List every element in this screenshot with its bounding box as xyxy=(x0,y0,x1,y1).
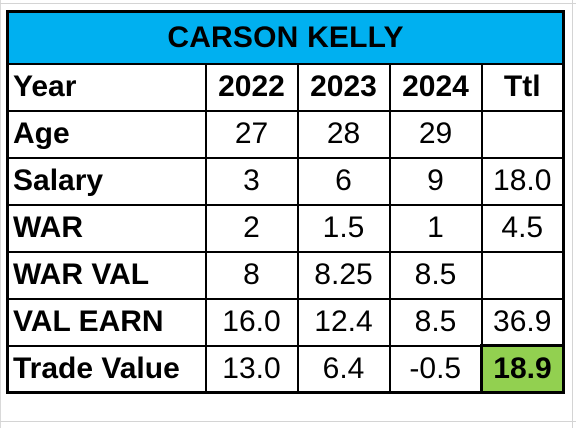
sheet-gridline-right xyxy=(572,0,573,428)
row-label-cell[interactable]: Salary xyxy=(6,156,207,206)
player-name-cell[interactable]: CARSON KELLY xyxy=(6,10,565,65)
value-cell[interactable]: 13.0 xyxy=(204,344,299,394)
total-cell[interactable]: 4.5 xyxy=(480,203,565,253)
value-cell[interactable]: 1.5 xyxy=(296,203,391,253)
table-row-war-val: WAR VAL 8 8.25 8.5 xyxy=(6,250,565,300)
year-2022-cell[interactable]: 2022 xyxy=(204,62,299,112)
value-cell[interactable]: 3 xyxy=(204,156,299,206)
table-row-trade-value: Trade Value 13.0 6.4 -0.5 18.9 xyxy=(6,344,565,394)
year-label-cell[interactable]: Year xyxy=(6,62,207,112)
row-label-cell[interactable]: WAR VAL xyxy=(6,250,207,300)
sheet-gridline-top xyxy=(0,3,576,4)
value-cell[interactable]: 16.0 xyxy=(204,297,299,347)
value-cell[interactable]: 28 xyxy=(296,109,391,159)
table-row-salary: Salary 3 6 9 18.0 xyxy=(6,156,565,206)
row-label-cell[interactable]: Age xyxy=(6,109,207,159)
value-cell[interactable]: 6 xyxy=(296,156,391,206)
value-cell[interactable]: 1 xyxy=(388,203,483,253)
value-cell[interactable]: 9 xyxy=(388,156,483,206)
table-row-war: WAR 2 1.5 1 4.5 xyxy=(6,203,565,253)
value-cell[interactable]: 12.4 xyxy=(296,297,391,347)
value-cell[interactable]: 2 xyxy=(204,203,299,253)
year-2023-cell[interactable]: 2023 xyxy=(296,62,391,112)
total-cell[interactable]: 18.0 xyxy=(480,156,565,206)
sheet-gridline-bottom xyxy=(0,421,576,422)
total-cell[interactable] xyxy=(480,250,565,300)
value-cell[interactable]: 27 xyxy=(204,109,299,159)
row-label-cell[interactable]: Trade Value xyxy=(6,344,207,394)
trade-value-total-cell[interactable]: 18.9 xyxy=(480,344,565,394)
value-cell[interactable]: 8.25 xyxy=(296,250,391,300)
title-row: CARSON KELLY xyxy=(6,10,565,65)
value-cell[interactable]: -0.5 xyxy=(388,344,483,394)
value-cell[interactable]: 8 xyxy=(204,250,299,300)
value-cell[interactable]: 8.5 xyxy=(388,297,483,347)
year-header-row: Year 2022 2023 2024 Ttl xyxy=(6,62,565,112)
total-cell[interactable]: 36.9 xyxy=(480,297,565,347)
table-row-val-earn: VAL EARN 16.0 12.4 8.5 36.9 xyxy=(6,297,565,347)
value-cell[interactable]: 6.4 xyxy=(296,344,391,394)
table-row-age: Age 27 28 29 xyxy=(6,109,565,159)
row-label-cell[interactable]: VAL EARN xyxy=(6,297,207,347)
player-value-table: CARSON KELLY Year 2022 2023 2024 Ttl Age… xyxy=(6,10,565,394)
year-2024-cell[interactable]: 2024 xyxy=(388,62,483,112)
total-cell[interactable] xyxy=(480,109,565,159)
total-header-cell[interactable]: Ttl xyxy=(480,62,565,112)
value-cell[interactable]: 8.5 xyxy=(388,250,483,300)
value-cell[interactable]: 29 xyxy=(388,109,483,159)
row-label-cell[interactable]: WAR xyxy=(6,203,207,253)
